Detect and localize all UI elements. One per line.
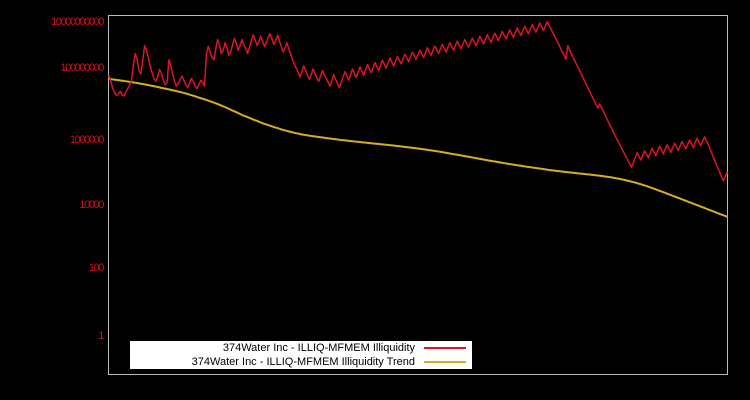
illiquidity-line-path bbox=[108, 20, 728, 182]
legend-label-illiquidity-trend: 374Water Inc - ILLIQ-MFMEM Illiquidity T… bbox=[191, 356, 415, 368]
plot-area bbox=[108, 15, 728, 375]
legend-swatch-illiquidity-icon bbox=[424, 347, 466, 349]
y-tick-label-1: 1 bbox=[98, 330, 104, 342]
series-illiquidity-line bbox=[108, 20, 728, 182]
y-tick-label-1e8: 100000000 bbox=[60, 62, 105, 74]
y-tick-label-1e4: 10000 bbox=[79, 199, 104, 211]
y-tick-label-1e6: 1000000 bbox=[69, 134, 104, 146]
trend-line-path bbox=[108, 77, 728, 218]
chart-legend: 374Water Inc - ILLIQ-MFMEM Illiquidity 3… bbox=[130, 341, 472, 369]
series-trend-line bbox=[108, 77, 728, 218]
legend-item-illiquidity[interactable]: 374Water Inc - ILLIQ-MFMEM Illiquidity bbox=[130, 341, 472, 355]
y-tick-label-1e2: 100 bbox=[88, 262, 105, 274]
legend-swatch-illiquidity-trend-icon bbox=[424, 361, 466, 363]
y-axis-tick-labels: 10000000000 100000000 1000000 10000 100 … bbox=[0, 0, 105, 400]
legend-item-illiquidity-trend[interactable]: 374Water Inc - ILLIQ-MFMEM Illiquidity T… bbox=[130, 355, 472, 369]
y-tick-label-1e10: 10000000000 bbox=[51, 16, 104, 28]
legend-label-illiquidity: 374Water Inc - ILLIQ-MFMEM Illiquidity bbox=[222, 342, 415, 354]
